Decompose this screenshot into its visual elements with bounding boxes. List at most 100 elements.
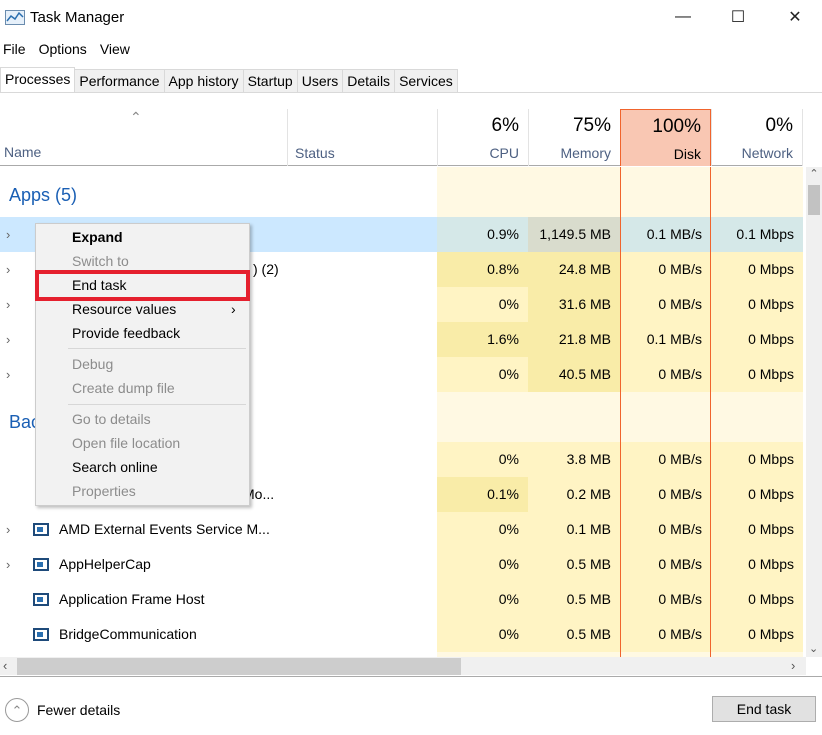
memory-cell: 21.8 MB: [528, 322, 620, 357]
process-icon: [33, 593, 49, 606]
disk-cell: 0 MB/s: [620, 442, 711, 477]
menu-item-end-task[interactable]: End task: [72, 277, 127, 293]
scroll-thumb-horizontal[interactable]: [17, 658, 461, 675]
network-cell: 0.1 Mbps: [711, 217, 803, 252]
sort-arrow-icon: ⌃: [130, 109, 142, 125]
fewer-details-link[interactable]: Fewer details: [37, 702, 121, 718]
divider: [0, 92, 822, 93]
network-cell: 0 Mbps: [711, 547, 803, 582]
menu-file[interactable]: File: [3, 41, 26, 57]
process-icon: [33, 523, 49, 536]
disk-cell: 0 MB/s: [620, 582, 711, 617]
memory-cell: 0.2 MB: [528, 477, 620, 512]
tab-services[interactable]: Services: [394, 69, 458, 93]
menu-view[interactable]: View: [99, 41, 130, 57]
tab-bar: Processes Performance App history Startu…: [0, 67, 458, 93]
column-memory[interactable]: 75% Memory: [528, 109, 620, 166]
column-status[interactable]: Status: [287, 109, 437, 166]
window-title: Task Manager: [30, 9, 125, 26]
horizontal-scrollbar[interactable]: ‹ ›: [0, 657, 806, 675]
end-task-button[interactable]: End task: [712, 696, 816, 722]
disk-cell: 0 MB/s: [620, 252, 711, 287]
cpu-cell: 0%: [437, 617, 528, 652]
menu-item-search-online[interactable]: Search online: [72, 459, 158, 475]
scroll-right-icon[interactable]: ›: [791, 658, 796, 673]
scroll-left-icon[interactable]: ‹: [3, 658, 8, 673]
process-name: Application Frame Host: [59, 591, 205, 607]
expand-chevron-icon[interactable]: ›: [6, 367, 11, 382]
menu-item-expand[interactable]: Expand: [72, 229, 123, 245]
memory-cell: 31.6 MB: [528, 287, 620, 322]
process-row[interactable]: ›) (2) 0.8% 24.8 MB 0 MB/s 0 Mbps: [0, 252, 803, 287]
process-row[interactable]: › 0.9% 1,149.5 MB 0.1 MB/s 0.1 Mbps: [0, 217, 803, 252]
minimize-button[interactable]: —: [675, 8, 691, 25]
context-menu: Expand Switch to End task Resource values › P…: [35, 223, 250, 506]
app-icon: [5, 10, 25, 25]
expand-chevron-icon[interactable]: ›: [6, 522, 11, 537]
menu-item-create-dump-file: Create dump file: [72, 380, 175, 396]
expand-chevron-icon[interactable]: ›: [6, 262, 11, 277]
cpu-cell: 0%: [437, 442, 528, 477]
process-icon: [33, 558, 49, 571]
network-cell: 0 Mbps: [711, 617, 803, 652]
tab-processes[interactable]: Processes: [0, 67, 76, 93]
tab-app-history[interactable]: App history: [163, 69, 244, 93]
expand-chevron-icon[interactable]: ›: [6, 557, 11, 572]
menu-item-resource-values[interactable]: Resource values: [72, 301, 177, 317]
network-cell: 0 Mbps: [711, 252, 803, 287]
process-row[interactable]: Application Frame Host 0% 0.5 MB 0 MB/s 0 Mb…: [0, 582, 803, 617]
cpu-cell: 0%: [437, 547, 528, 582]
cpu-cell: 0.1%: [437, 477, 528, 512]
tab-startup[interactable]: Startup: [242, 69, 298, 93]
process-row[interactable]: BridgeCommunication 0% 0.5 MB 0 MB/s 0 Mbps: [0, 617, 803, 652]
process-row[interactable]: › AppHelperCap 0% 0.5 MB 0 MB/s 0 Mbps: [0, 547, 803, 582]
memory-cell: 0.1 MB: [528, 512, 620, 547]
vertical-scrollbar[interactable]: ⌃ ⌄: [806, 167, 822, 657]
process-row[interactable]: › 1.6% 21.8 MB 0.1 MB/s 0 Mbps: [0, 322, 803, 357]
process-row[interactable]: › 0% 31.6 MB 0 MB/s 0 Mbps: [0, 287, 803, 322]
scroll-up-icon[interactable]: ⌃: [809, 168, 819, 180]
cpu-cell: 0%: [437, 512, 528, 547]
menu-bar: File Options View: [3, 41, 143, 57]
maximize-button[interactable]: ☐: [730, 9, 746, 26]
process-name: BridgeCommunication: [59, 626, 197, 642]
process-row[interactable]: Mo... 0.1% 0.2 MB 0 MB/s 0 Mbps: [0, 477, 803, 512]
disk-column-outline: [620, 167, 711, 657]
chevron-up-icon[interactable]: ⌃: [5, 698, 29, 722]
process-row[interactable]: 0% 3.8 MB 0 MB/s 0 Mbps: [0, 442, 803, 477]
scroll-down-icon[interactable]: ⌄: [809, 643, 819, 655]
disk-cell: 0 MB/s: [620, 547, 711, 582]
menu-item-open-file-location: Open file location: [72, 435, 181, 451]
cpu-cell: 0.9%: [437, 217, 528, 252]
column-disk[interactable]: 100% Disk: [620, 109, 711, 166]
expand-chevron-icon[interactable]: ›: [6, 332, 11, 347]
column-network[interactable]: 0% Network: [711, 109, 803, 166]
memory-cell: 40.5 MB: [528, 357, 620, 392]
tab-details[interactable]: Details: [342, 69, 396, 93]
close-button[interactable]: ✕: [788, 9, 802, 26]
tab-users[interactable]: Users: [296, 69, 344, 93]
submenu-arrow-icon: ›: [231, 301, 236, 317]
disk-cell: 0.1 MB/s: [620, 217, 711, 252]
cpu-cell: 0%: [437, 357, 528, 392]
network-cell: 0 Mbps: [711, 512, 803, 547]
cpu-cell: 1.6%: [437, 322, 528, 357]
column-cpu[interactable]: 6% CPU: [437, 109, 528, 166]
expand-chevron-icon[interactable]: ›: [6, 297, 11, 312]
chart-icon: [6, 11, 24, 22]
menu-options[interactable]: Options: [38, 41, 87, 57]
cpu-cell: 0.8%: [437, 252, 528, 287]
scroll-thumb[interactable]: [808, 185, 820, 215]
process-row[interactable]: › 0% 40.5 MB 0 MB/s 0 Mbps: [0, 357, 803, 392]
menu-item-switch-to: Switch to: [72, 253, 129, 269]
menu-separator: [68, 404, 246, 405]
process-name: AMD External Events Service M...: [59, 521, 270, 537]
menu-item-provide-feedback[interactable]: Provide feedback: [72, 325, 181, 341]
column-name[interactable]: Name: [4, 144, 42, 160]
process-row[interactable]: › AMD External Events Service M... 0% 0.1 M…: [0, 512, 803, 547]
tab-performance[interactable]: Performance: [74, 69, 165, 93]
process-name: ) (2): [253, 261, 279, 277]
expand-chevron-icon[interactable]: ›: [6, 227, 11, 242]
cpu-cell: 0%: [437, 287, 528, 322]
network-cell: 0 Mbps: [711, 582, 803, 617]
